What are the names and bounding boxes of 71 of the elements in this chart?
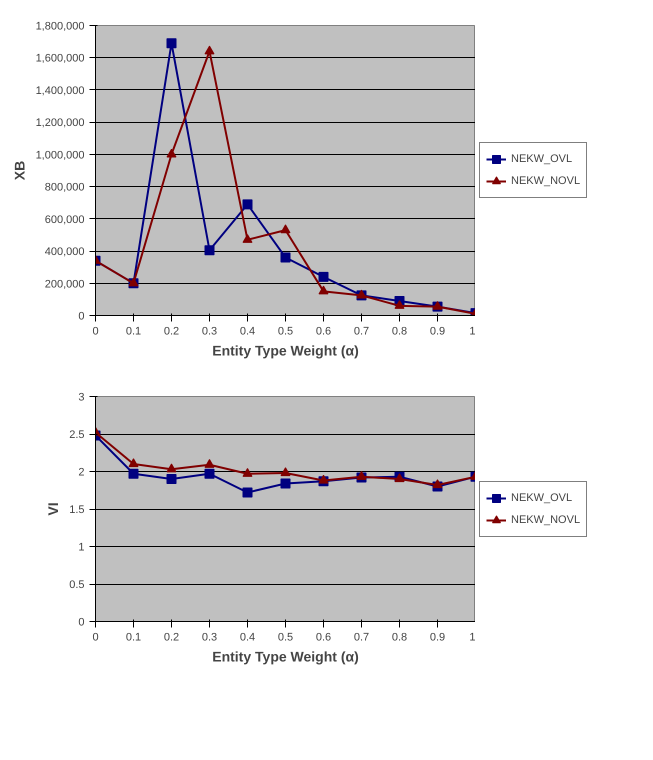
y-axis-title: XB: [12, 160, 28, 180]
y-tick-label: 1,400,000: [36, 84, 84, 97]
point: [166, 464, 176, 472]
point: [280, 224, 290, 234]
x-tick-label: 0.3: [202, 632, 218, 644]
y-tick-label: 600,000: [44, 214, 85, 226]
y-tick-label: 1,600,000: [36, 52, 84, 65]
y-tick-label: 2.5: [69, 429, 85, 441]
point: [128, 458, 138, 468]
legend-label: NEKW_OVL: [511, 153, 572, 165]
x-tick-label: 0.9: [430, 632, 446, 644]
x-tick-label: 0.5: [278, 326, 294, 338]
legend-label: NEKW_NOVL: [511, 175, 580, 187]
x-tick-label: 0.1: [126, 326, 142, 338]
point: [166, 474, 176, 484]
y-tick-label: 1,000,000: [36, 149, 84, 162]
legend-label: NEKW_NOVL: [511, 514, 580, 526]
point: [242, 488, 252, 498]
x-tick-label: 0.8: [392, 632, 408, 644]
point: [318, 286, 328, 294]
x-tick-label: 0.8: [392, 326, 408, 338]
point: [204, 468, 214, 479]
x-tick-label: 0.7: [354, 632, 370, 644]
x-tick-label: 0.7: [354, 326, 370, 338]
point: [204, 245, 214, 256]
point: [242, 199, 252, 210]
point: [280, 478, 290, 488]
y-tick-label: 1.5: [69, 504, 85, 516]
x-tick-label: 0.6: [316, 326, 332, 338]
x-tick-label: 0.4: [240, 326, 256, 338]
point: [204, 459, 214, 468]
x-tick-label: 1: [469, 632, 476, 644]
y-axis-title: VI: [45, 502, 62, 516]
point: [242, 234, 252, 243]
x-tick-label: 0.2: [164, 326, 180, 338]
x-tick-label: 0: [92, 326, 99, 338]
point: [166, 38, 176, 48]
y-tick-label: 0: [78, 310, 85, 322]
y-tick-label: 1,800,000: [36, 20, 84, 32]
y-tick-label: 1,200,000: [36, 117, 84, 130]
x-tick-label: 0.4: [240, 632, 256, 644]
point: [204, 46, 214, 54]
y-tick-label: 400,000: [44, 246, 85, 258]
y-tick-label: 2: [78, 466, 85, 478]
y-tick-label: 1: [78, 542, 85, 554]
x-axis-title: Entity Type Weight (α): [212, 648, 359, 664]
x-tick-label: 1: [469, 326, 476, 338]
legend-label: NEKW_OVL: [511, 492, 572, 504]
x-tick-label: 0.1: [126, 632, 142, 644]
y-tick-label: 0.5: [69, 579, 85, 591]
y-tick-label: 0: [78, 616, 85, 628]
y-tick-label: 200,000: [44, 278, 85, 290]
point: [318, 272, 328, 282]
x-tick-label: 0.2: [164, 632, 180, 644]
y-tick-label: 3: [78, 392, 85, 404]
point: [166, 148, 176, 158]
x-tick-label: 0: [92, 632, 99, 644]
point: [394, 300, 404, 309]
point: [280, 252, 290, 262]
x-tick-label: 0.9: [430, 326, 446, 338]
point: [432, 479, 442, 488]
y-tick-label: 800,000: [44, 182, 85, 194]
x-axis-title: Entity Type Weight (α): [212, 342, 359, 358]
point: [280, 467, 290, 476]
point: [318, 474, 328, 484]
point: [242, 468, 252, 477]
x-tick-label: 0.5: [278, 632, 294, 644]
x-tick-label: 0.6: [316, 632, 332, 644]
x-tick-label: 0.3: [202, 326, 218, 338]
point: [356, 471, 366, 480]
point: [128, 468, 138, 479]
